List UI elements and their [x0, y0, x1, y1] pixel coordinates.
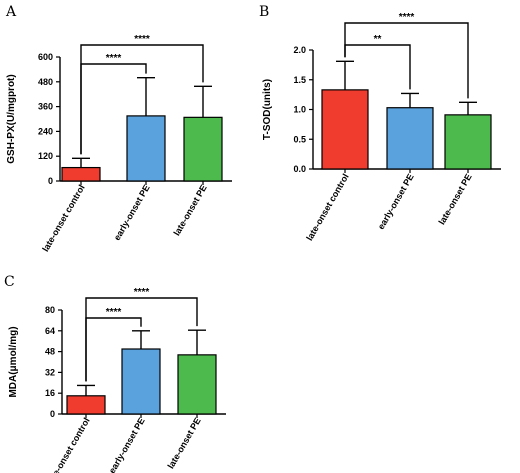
category-label: late-onset PE — [166, 416, 203, 470]
bar — [177, 354, 217, 415]
category-label: late-onset PE — [437, 172, 474, 226]
significance-bracket — [80, 44, 204, 155]
error-bar — [336, 60, 354, 90]
y-tick-label: 0 — [48, 176, 53, 186]
y-tick-label: 1.0 — [293, 105, 306, 115]
y-tick-label: 600 — [38, 52, 53, 62]
error-bar — [188, 329, 206, 355]
error-bar — [459, 101, 477, 115]
significance-label: **** — [134, 34, 150, 45]
bar — [66, 395, 106, 415]
chart-panel-c: C 0 16 32 48 64 80 MDA(μmol/mg) late-onset contr… — [4, 274, 226, 473]
category-label: early-onset PE — [107, 416, 147, 473]
y-tick-label: 2.0 — [293, 45, 306, 55]
bar — [61, 166, 101, 182]
bar — [386, 107, 434, 170]
category-label: late-onset control — [45, 416, 91, 473]
y-axis-label: GSH-PX(U/mgprot) — [6, 74, 17, 163]
chart-panel-a: A 0 120 240 360 480 600 GSH-PX(U/mgprot) late-on… — [5, 4, 232, 253]
error-bar — [194, 85, 212, 118]
category-label: late-onset control — [40, 183, 86, 253]
error-bar — [132, 330, 150, 349]
error-bar — [77, 384, 95, 396]
panel-label: B — [259, 4, 269, 20]
y-tick-label: 32 — [45, 367, 55, 377]
y-tick-label: 0 — [50, 409, 55, 419]
y-tick-label: 48 — [45, 347, 55, 357]
bar — [444, 114, 492, 170]
y-tick-label: 80 — [45, 305, 55, 315]
y-tick-label: 0.5 — [293, 134, 306, 144]
category-label: late-onset PE — [172, 183, 209, 237]
bar — [121, 348, 161, 415]
bar — [126, 115, 166, 182]
category-label: late-onset control — [304, 172, 350, 242]
error-bar — [401, 92, 419, 108]
bar — [183, 116, 223, 182]
significance-label: **** — [134, 287, 150, 298]
y-tick-label: 0.0 — [293, 164, 306, 174]
y-tick-label: 480 — [38, 77, 53, 87]
error-bar — [137, 76, 155, 116]
y-axis-label: MDA(μmol/mg) — [8, 326, 19, 397]
significance-label: **** — [106, 53, 122, 64]
bar — [321, 89, 369, 170]
y-tick-label: 16 — [45, 388, 55, 398]
significance-bracket — [344, 22, 469, 99]
category-label: early-onset PE — [112, 183, 152, 242]
significance-bracket — [344, 44, 411, 90]
y-tick-label: 1.5 — [293, 75, 306, 85]
category-label: early-onset PE — [376, 172, 416, 231]
y-tick-label: 64 — [45, 326, 55, 336]
chart-panel-b: B 0.0 0.5 1.0 1.5 2.0 T-SOD(units) late-onset c… — [259, 4, 501, 242]
y-tick-label: 360 — [38, 102, 53, 112]
panel-label: A — [5, 4, 17, 20]
significance-label: **** — [399, 12, 415, 23]
y-tick-label: 120 — [38, 151, 53, 161]
significance-bracket — [85, 297, 198, 382]
significance-label: ** — [374, 34, 382, 45]
y-axis-label: T-SOD(units) — [262, 79, 273, 140]
panel-label: C — [4, 274, 15, 290]
significance-label: **** — [106, 307, 122, 318]
y-tick-label: 240 — [38, 126, 53, 136]
error-bar — [72, 157, 90, 168]
